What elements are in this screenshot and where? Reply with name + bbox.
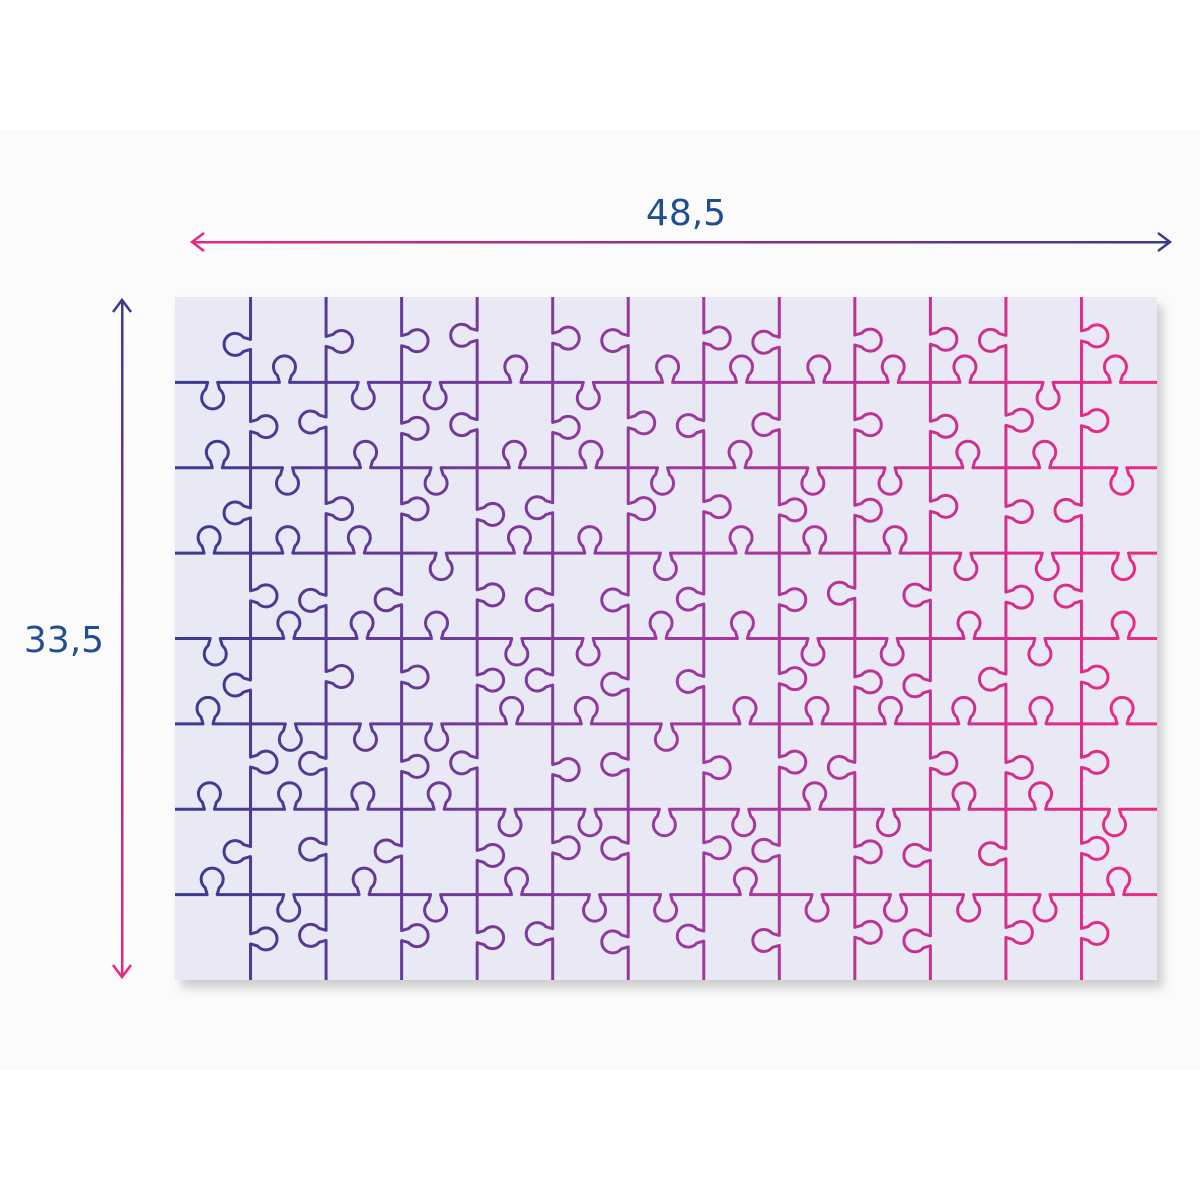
cut-line — [175, 354, 1157, 411]
width-line — [192, 241, 1170, 244]
height-line — [121, 300, 124, 977]
arrow-head — [112, 964, 132, 980]
arrow-head — [1157, 232, 1173, 252]
cut-line — [977, 297, 1034, 980]
cut-line — [373, 297, 430, 980]
cut-line — [600, 297, 657, 980]
height-label: 33,5 — [24, 620, 104, 661]
cut-line — [175, 525, 1157, 582]
cut-line — [524, 297, 581, 980]
arrow-head — [112, 297, 132, 313]
cut-line — [175, 866, 1157, 923]
cut-line — [675, 297, 732, 980]
cut-line — [751, 297, 808, 980]
height-arrow — [112, 297, 132, 980]
cut-line — [449, 297, 506, 980]
cut-line — [175, 695, 1157, 752]
cut-line — [222, 297, 279, 980]
puzzle-cuts — [175, 297, 1157, 980]
cut-line — [1053, 297, 1110, 980]
arrow-head — [189, 232, 205, 252]
cut-line — [175, 439, 1157, 496]
width-label: 48,5 — [646, 193, 726, 234]
cut-line — [298, 297, 355, 980]
width-arrow — [189, 232, 1173, 252]
cut-line — [175, 610, 1157, 667]
cut-line — [902, 297, 959, 980]
cut-line — [826, 297, 883, 980]
cut-line — [175, 781, 1157, 838]
